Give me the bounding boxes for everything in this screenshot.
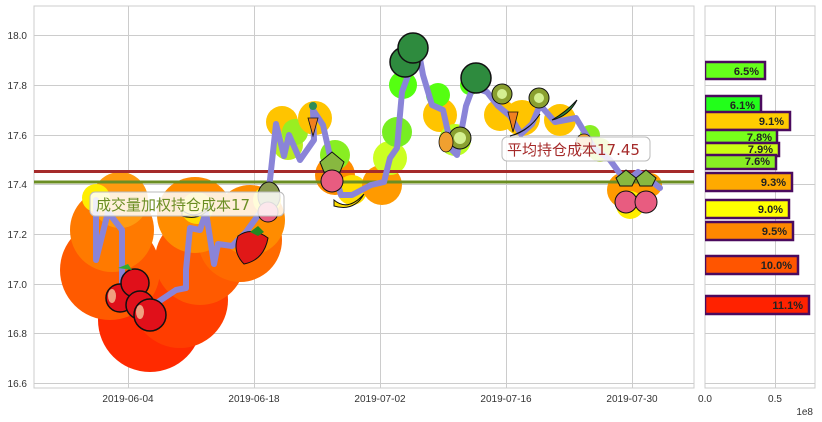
y-tick: 16.8 (8, 329, 28, 340)
volume-bar: 6.5% (705, 60, 767, 81)
y-tick: 17.2 (8, 230, 28, 241)
main-plot: 成交量加权持仓成本17 平均持仓成本17.45 18.0 17.8 17.6 1… (8, 5, 695, 405)
svg-text:7.9%: 7.9% (748, 144, 773, 156)
volume-bar: 9.3% (705, 171, 794, 193)
main-x-axis: 2019-06-04 2019-06-18 2019-07-02 2019-07… (102, 394, 658, 405)
side-x-axis: 0.0 0.5 1e8 (698, 394, 813, 418)
watermelon-icon (389, 32, 492, 94)
volume-bar: 10.0% (705, 254, 800, 276)
vwap-cost-annotation: 成交量加权持仓成本17 (89, 191, 285, 217)
y-tick: 17.8 (8, 81, 28, 92)
y-tick: 18.0 (8, 31, 28, 42)
x-tick: 2019-07-16 (480, 394, 532, 405)
volume-profile-panel: 6.5% 6.1% 6.1% 9.1% 7.8% 7.9% (698, 5, 816, 418)
radish-pair-icon (614, 169, 658, 214)
svg-text:9.3%: 9.3% (761, 177, 786, 189)
main-y-axis: 18.0 17.8 17.6 17.4 17.2 17.0 16.8 16.6 (8, 31, 28, 390)
x-tick: 2019-06-18 (228, 394, 280, 405)
volume-bars: 6.5% 6.1% 6.1% 9.1% 7.8% 7.9% (705, 60, 811, 316)
vwap-cost-label: 成交量加权持仓成本17 (96, 196, 250, 214)
carrot-icon (307, 102, 519, 138)
x-tick: 2019-06-04 (102, 394, 154, 405)
svg-text:6.1%: 6.1% (730, 100, 755, 112)
volume-bar: 9.1% (705, 110, 792, 132)
svg-text:9.5%: 9.5% (762, 226, 787, 238)
x-tick: 0.5 (768, 394, 782, 405)
svg-text:7.6%: 7.6% (745, 156, 770, 168)
kiwi-icon (448, 83, 550, 150)
volume-bar: 9.0% (705, 198, 791, 220)
volume-bar: 9.5% (705, 220, 795, 242)
scale-label: 1e8 (796, 407, 813, 418)
svg-text:7.8%: 7.8% (747, 132, 772, 144)
svg-text:10.0%: 10.0% (761, 260, 792, 272)
avg-cost-label: 平均持仓成本17.45 (507, 141, 640, 159)
apple-icon (105, 264, 167, 332)
svg-text:6.5%: 6.5% (734, 66, 759, 78)
x-tick: 2019-07-02 (354, 394, 406, 405)
svg-text:11.1%: 11.1% (772, 300, 803, 312)
radish-icon (319, 151, 345, 193)
y-tick: 17.0 (8, 280, 28, 291)
avg-cost-annotation: 平均持仓成本17.45 (501, 136, 651, 162)
y-tick: 16.6 (8, 379, 28, 390)
volume-bar: 6.1% (705, 94, 763, 115)
svg-text:9.1%: 9.1% (759, 116, 784, 128)
volume-bar: 7.6% (705, 153, 778, 171)
x-tick: 2019-07-30 (606, 394, 658, 405)
svg-text:9.0%: 9.0% (758, 204, 783, 216)
volume-bar: 11.1% (705, 294, 811, 316)
y-tick: 17.4 (8, 180, 28, 191)
peapod-icon (509, 99, 578, 137)
y-tick: 17.6 (8, 131, 28, 142)
x-tick: 0.0 (698, 394, 712, 405)
strawberry-icon (235, 226, 269, 265)
